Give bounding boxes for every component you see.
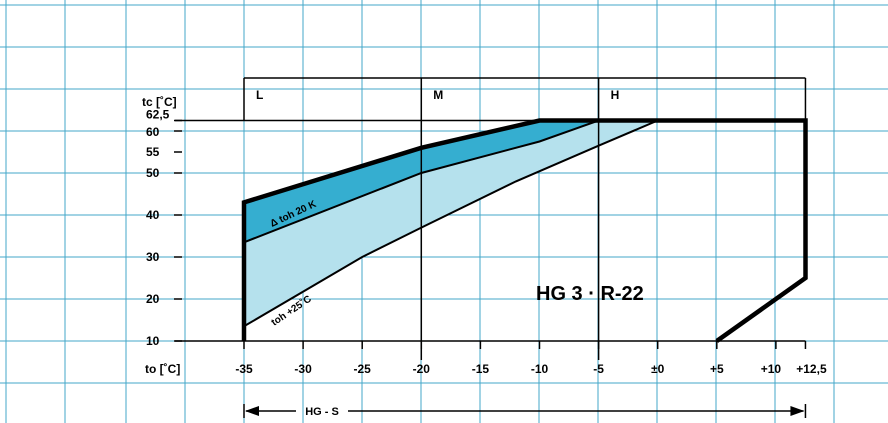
x-tick-label: -30 [294,362,312,376]
y-tick-label: 10 [146,334,160,348]
y-tick-label: 50 [146,166,160,180]
x-tick-label: -10 [531,362,549,376]
x-tick-label: -20 [413,362,431,376]
y-tick-label: 40 [146,208,160,222]
y-tick-label: 60 [146,125,160,139]
x-tick-label: -35 [235,362,253,376]
region-label: L [256,88,263,102]
x-tick-label: +10 [761,362,782,376]
light-band [244,120,658,327]
region-boxes [175,77,807,360]
chart-title: HG 3 · R-22 [536,283,644,305]
range-label: HG - S [305,406,339,418]
series-line-toh-25 [243,119,659,328]
y-tick-label: 20 [146,292,160,306]
x-tick-label: +5 [710,362,724,376]
region-label: M [433,88,443,102]
series-line-boundary [243,119,599,244]
y-tick-label: 62,5 [146,108,170,122]
range-arrow-head-left [245,406,259,416]
y-tick-label: 30 [146,250,160,264]
x-axis-label: to [˚C] [145,362,180,376]
range-arrow-head-right [790,406,805,416]
region-label: H [611,88,620,102]
x-tick-label: +12,5 [796,362,827,376]
x-tick-label: -15 [472,362,490,376]
x-tick-label: -5 [593,362,604,376]
x-tick-label: -25 [354,362,372,376]
y-axis-label: tc [˚C] [142,95,177,109]
y-tick-label: 55 [146,145,160,159]
x-tick-label: ±0 [651,362,665,376]
